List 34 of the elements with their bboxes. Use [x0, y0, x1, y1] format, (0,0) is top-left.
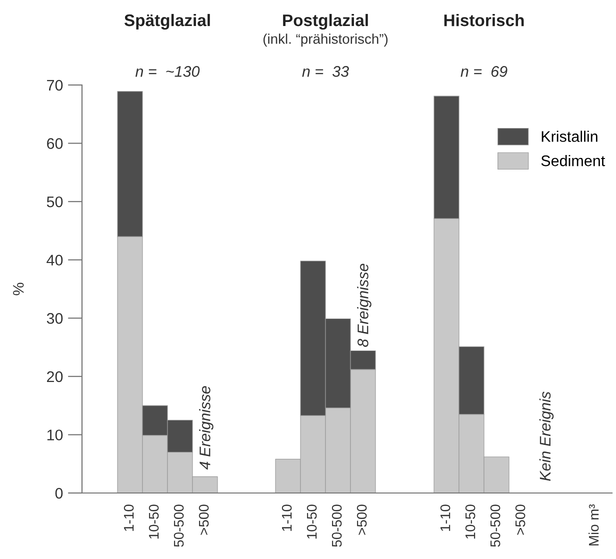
- annotation: 8 Ereignisse: [357, 264, 372, 347]
- y-tick-label: 20: [47, 371, 63, 382]
- y-tick-label: 30: [46, 313, 63, 324]
- x-tick-label: 10-50: [465, 504, 476, 539]
- x-tick-label: 10-50: [148, 504, 159, 539]
- y-tick-label: 60: [47, 138, 63, 149]
- x-tick-label: 1-10: [124, 504, 134, 531]
- annotation: 4 Ereignisse: [199, 386, 214, 470]
- x-tick-label: 10-50: [306, 504, 317, 539]
- text: n = 33: [302, 66, 349, 77]
- y-tick-label: 70: [47, 80, 63, 91]
- x-tick-label: 1-10: [282, 504, 292, 531]
- y-tick-label: 0: [55, 488, 63, 499]
- text: Kein Ereignis: [539, 392, 554, 481]
- text: Mio m³: [588, 504, 599, 546]
- chart-title: Postglazial: [283, 14, 368, 30]
- text: n = ~130: [135, 66, 200, 77]
- x-tick-label: 1-10: [440, 504, 450, 531]
- x-tick-label: 50-500: [490, 504, 500, 547]
- x-tick-label: >500: [515, 504, 526, 535]
- x-tick-label: 50-500: [174, 504, 184, 547]
- text: n = 69: [460, 66, 508, 77]
- chart-subtitle: (inkl. “prähistorisch”): [263, 34, 388, 47]
- legend-label: Sediment: [541, 155, 606, 166]
- chart-title: Spätglazial: [124, 14, 210, 30]
- legend-label: Kristallin: [542, 130, 598, 142]
- y-tick-label: 50: [46, 196, 63, 208]
- x-tick-label: >500: [356, 504, 367, 535]
- x-tick-label: >500: [198, 504, 209, 535]
- chart-title: Historisch: [444, 14, 524, 26]
- y-tick-label: 40: [46, 254, 63, 266]
- y-tick-label: 10: [47, 430, 63, 440]
- x-tick-label: 50-500: [332, 504, 342, 547]
- y-axis-title: %: [13, 282, 24, 296]
